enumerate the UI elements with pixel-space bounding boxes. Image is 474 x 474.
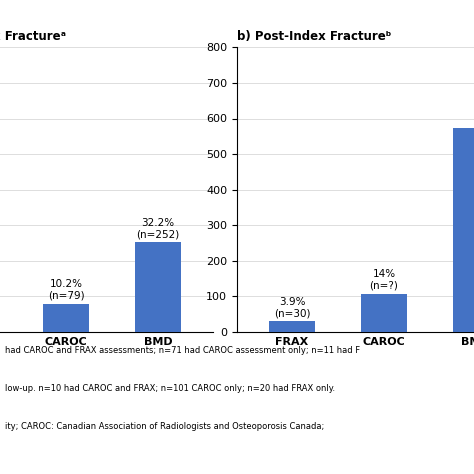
Bar <box>135 242 181 332</box>
Text: b) Post-Index Fractureᵇ: b) Post-Index Fractureᵇ <box>237 30 392 44</box>
Bar <box>269 321 315 332</box>
Bar <box>453 128 474 332</box>
Text: 14%
(n=?): 14% (n=?) <box>370 269 398 291</box>
Text: 3.9%
(n=30): 3.9% (n=30) <box>274 297 310 319</box>
Text: 32.2%
(n=252): 32.2% (n=252) <box>137 218 180 239</box>
Text: 10.2%
(n=79): 10.2% (n=79) <box>48 279 85 301</box>
Text: ity; CAROC: Canadian Association of Radiologists and Osteoporosis Canada;: ity; CAROC: Canadian Association of Radi… <box>5 422 324 431</box>
Text: a) Pre-Index Fractureᵃ: a) Pre-Index Fractureᵃ <box>0 30 66 44</box>
Bar <box>44 304 89 332</box>
Text: low-up. n=10 had CAROC and FRAX; n=101 CAROC only; n=20 had FRAX only.: low-up. n=10 had CAROC and FRAX; n=101 C… <box>5 384 335 393</box>
Bar <box>361 294 407 332</box>
Text: had CAROC and FRAX assessments; n=71 had CAROC assessment only; n=11 had F: had CAROC and FRAX assessments; n=71 had… <box>5 346 360 355</box>
